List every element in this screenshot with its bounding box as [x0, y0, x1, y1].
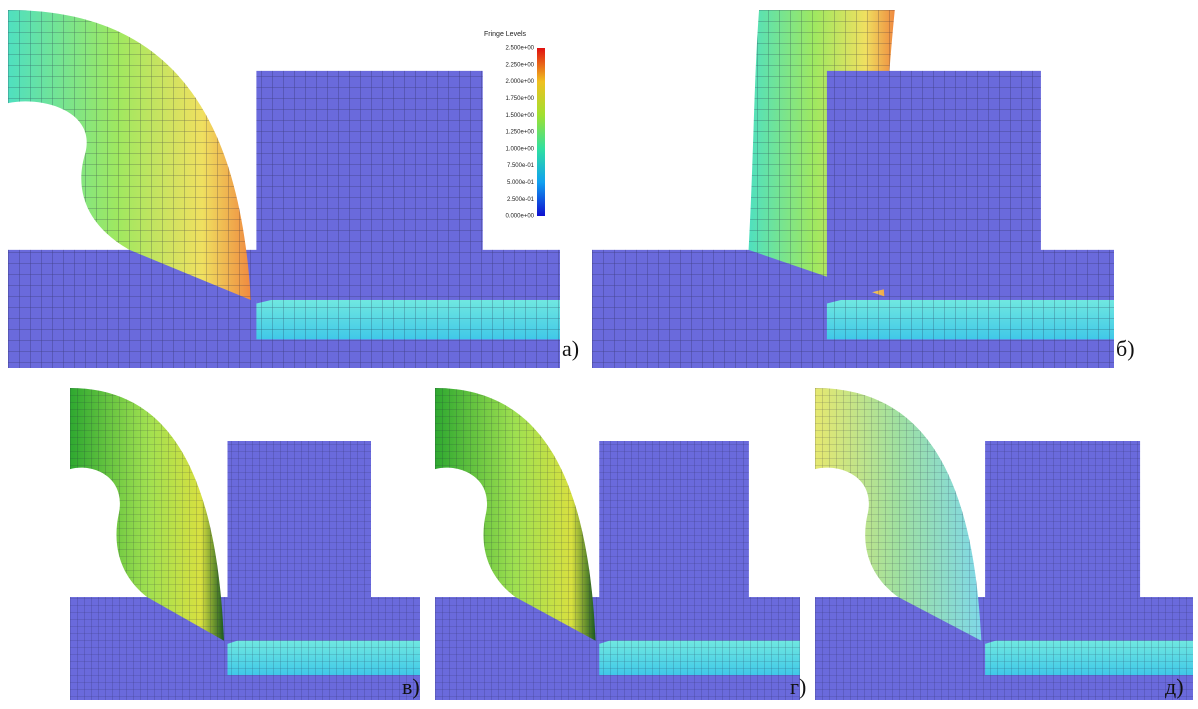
legend-level: 1.000e+00	[505, 146, 534, 152]
legend-level: 1.250e+00	[505, 130, 534, 136]
colorbar	[537, 48, 545, 216]
legend-title: Fringe Levels	[484, 31, 527, 38]
legend-level: 1.750e+00	[505, 96, 534, 102]
legend-level: 2.500e+00	[505, 46, 534, 52]
panel-label: г)	[790, 674, 806, 699]
legend-level: 5.000e-01	[507, 180, 535, 186]
panel-label: д)	[1165, 674, 1184, 699]
legend-level: 7.500e-01	[507, 163, 535, 169]
legend-level: 1.500e+00	[505, 113, 534, 119]
figure: Fringe Levels 2.500e+00 2.250e+00 2.000e+0…	[0, 0, 1198, 709]
legend-level: 2.250e+00	[505, 62, 534, 68]
panels	[8, 10, 1198, 700]
simulation-panel	[592, 10, 1198, 368]
panel-content	[592, 10, 1198, 368]
panel-label: б)	[1116, 336, 1135, 361]
legend-level: 2.000e+00	[505, 79, 534, 85]
panel-content	[815, 388, 1198, 700]
panel-label: а)	[562, 336, 579, 361]
legend: Fringe Levels 2.500e+00 2.250e+00 2.000e+0…	[484, 31, 545, 220]
simulation-panel	[815, 388, 1198, 700]
panel-label: в)	[402, 674, 420, 699]
legend-level: 0.000e+00	[505, 214, 534, 220]
legend-level: 2.500e-01	[507, 197, 535, 203]
